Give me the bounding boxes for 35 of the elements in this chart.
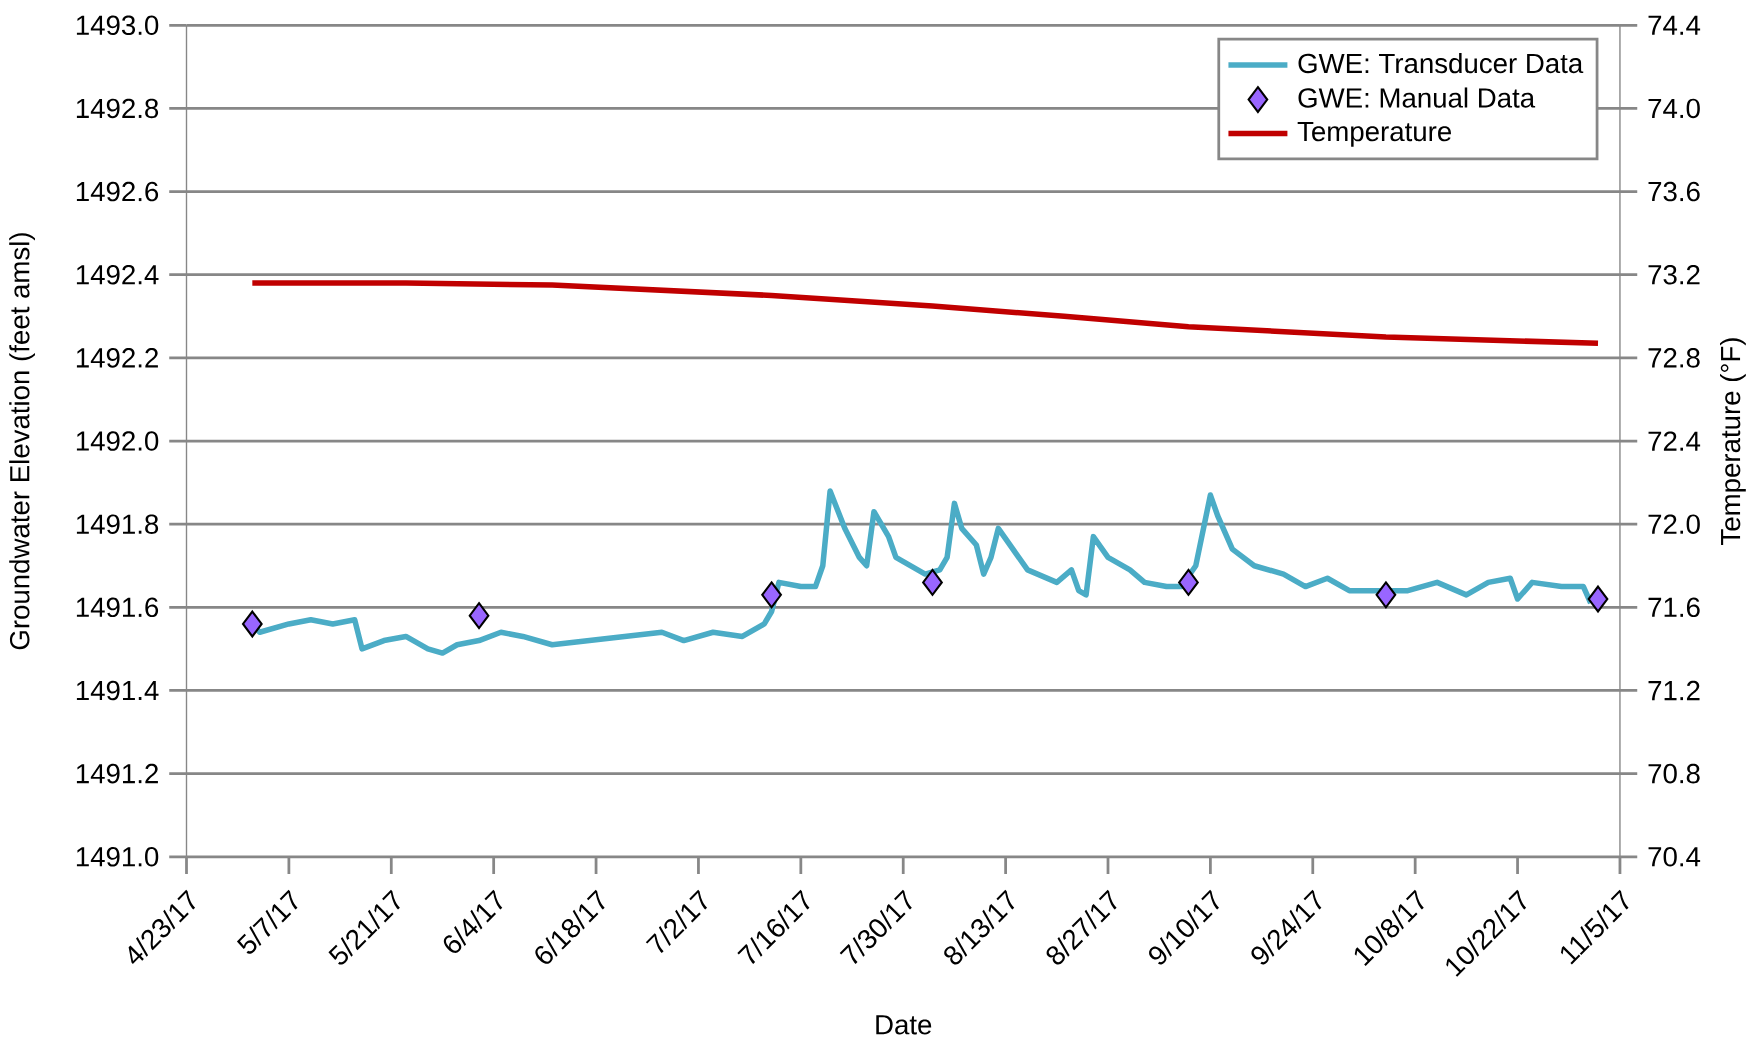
legend-label: GWE: Manual Data (1298, 87, 1536, 108)
y-tick-label: 1493.0 (76, 15, 159, 36)
y-tick-label: 1491.2 (76, 764, 158, 784)
y-tick-label: 1491.4 (76, 680, 159, 701)
y2-tick-label: 70.8 (1648, 764, 1700, 784)
point (922, 569, 943, 596)
y2-tick-label: 72.4 (1648, 431, 1701, 451)
legend-label: GWE: Transducer Data (1298, 53, 1584, 74)
y-tick-label: 1491.8 (76, 514, 159, 535)
legend-label: Temperature (1297, 122, 1451, 147)
y2-tick-label: 73.6 (1648, 181, 1700, 202)
y-tick-label: 1492.2 (76, 348, 158, 368)
point (1375, 581, 1397, 609)
point (1178, 569, 1199, 596)
point (241, 610, 263, 638)
y2-tick-label: 73.2 (1648, 265, 1700, 285)
point (761, 581, 782, 609)
y2-tick-label: 74.0 (1648, 98, 1700, 119)
y-tick-label: 1491.0 (76, 847, 159, 867)
point (1587, 585, 1609, 613)
y-tick-label: 1492.6 (76, 181, 159, 202)
y2-tick-label: 71.6 (1648, 597, 1700, 618)
y2-tick-label: 71.2 (1648, 680, 1700, 701)
y2-tick-label: 72.0 (1648, 514, 1700, 535)
y-tick-label: 1492.4 (76, 265, 159, 285)
y2-tick-label: 72.8 (1648, 348, 1700, 368)
y-axis-title: Groundwater Elevation (feet amsl) (9, 233, 35, 650)
y2-tick-label: 70.4 (1648, 847, 1701, 867)
y-tick-label: 1491.6 (76, 597, 159, 618)
y-tick-label: 1492.8 (76, 98, 159, 119)
point (468, 602, 490, 630)
y2-tick-label: 74.4 (1648, 15, 1701, 35)
x-axis-title: Date (876, 1015, 932, 1035)
y-tick-label: 1492.0 (76, 431, 159, 451)
y2-axis-title: Temperature (°F) (1720, 338, 1746, 546)
